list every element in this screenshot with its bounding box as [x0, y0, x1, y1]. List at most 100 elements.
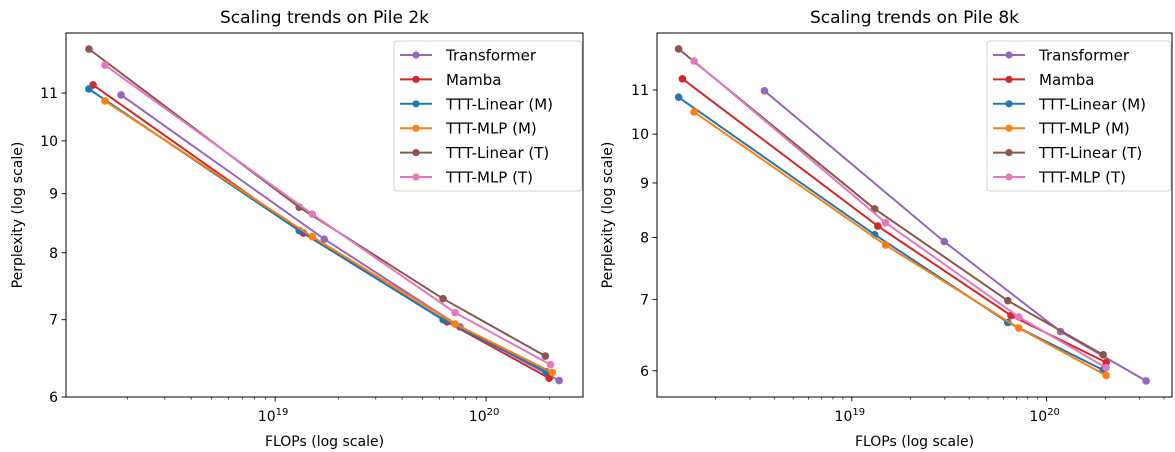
legend-box [393, 40, 583, 192]
data-point-ttt-mlp-m [548, 368, 557, 377]
y-tick-label: 9 [640, 176, 649, 192]
series-line-ttt-linear-m [677, 96, 1104, 371]
x-tick-label: 1019 [835, 407, 866, 425]
x-tick-label: 1019 [258, 407, 289, 425]
data-point-ttt-mlp-t [451, 308, 459, 317]
data-point-ttt-linear-t [85, 45, 93, 53]
y-tick-label: 9 [49, 187, 58, 203]
legend-swatch-marker [1005, 173, 1013, 181]
data-point-ttt-mlp-t [1102, 363, 1110, 372]
series-group [85, 45, 563, 385]
y-tick-label: 6 [640, 364, 649, 380]
y-tick-label: 10 [40, 134, 58, 150]
data-point-ttt-mlp-t [546, 360, 555, 369]
axes-frame [656, 32, 1173, 398]
legend-item-ttt-linear-m: TTT-Linear (M) [400, 95, 553, 113]
data-point-transformer [117, 91, 125, 99]
data-point-transformer [320, 235, 329, 243]
legend-item-ttt-mlp-t: TTT-MLP (T) [993, 169, 1126, 187]
data-point-ttt-mlp-t [101, 61, 109, 69]
y-axis-label: Perplexity (log scale) [600, 142, 616, 289]
x-tick-exponent: 19 [276, 407, 289, 418]
legend: Transformer Mamba TTT-Linear (M) TTT-MLP (M… [393, 40, 583, 192]
data-point-ttt-mlp-t [308, 210, 317, 218]
x-axis-label: FLOPs (log scale) [265, 434, 384, 450]
legend-label: TTT-MLP (M) [445, 120, 537, 138]
x-axis-label: FLOPs (log scale) [855, 434, 974, 450]
y-tick-label: 7 [49, 313, 58, 329]
data-point-ttt-linear-t [439, 294, 447, 303]
data-point-ttt-mlp-t [881, 218, 890, 227]
series-line-ttt-linear-t [677, 48, 1104, 356]
data-point-ttt-linear-m [85, 85, 93, 93]
legend-swatch-marker [412, 51, 420, 59]
legend-swatch-marker [1005, 124, 1013, 132]
legend-label: Mamba [1039, 71, 1094, 89]
series-line-ttt-mlp-t [693, 60, 1107, 369]
series-group [674, 45, 1150, 385]
y-tick-label: 11 [40, 86, 58, 102]
x-tick-exponent: 19 [852, 407, 865, 418]
legend-label: Transformer [1038, 47, 1130, 65]
series-line-ttt-mlp-m [693, 111, 1107, 377]
data-point-transformer [555, 376, 563, 385]
data-point-ttt-mlp-t [1014, 313, 1023, 321]
data-point-ttt-linear-t [1099, 351, 1107, 359]
chart-title: Scaling trends on Pile 8k [810, 8, 1019, 28]
data-point-mamba [545, 374, 553, 382]
data-point-ttt-mlp-m [1102, 371, 1110, 380]
data-point-mamba [874, 222, 882, 230]
data-point-mamba [678, 74, 687, 83]
y-tick-label: 6 [49, 390, 58, 406]
legend-item-ttt-mlp-m: TTT-MLP (M) [993, 120, 1130, 138]
data-point-ttt-mlp-t [690, 57, 698, 65]
legend-label: TTT-Linear (M) [1038, 95, 1146, 113]
legend-swatch-marker [412, 124, 420, 132]
legend-item-ttt-mlp-t: TTT-MLP (T) [400, 169, 533, 187]
legend-item-ttt-mlp-m: TTT-MLP (M) [400, 120, 537, 138]
legend-item-ttt-linear-m: TTT-Linear (M) [993, 95, 1146, 113]
legend-box [986, 40, 1172, 192]
data-point-ttt-linear-t [674, 45, 683, 53]
legend-swatch-marker [1005, 100, 1013, 108]
x-tick-label: 1020 [469, 407, 500, 425]
legend: Transformer Mamba TTT-Linear (M) TTT-MLP (M… [986, 40, 1172, 192]
data-point-ttt-mlp-m [308, 232, 317, 241]
y-axis-label: Perplexity (log scale) [10, 142, 26, 289]
data-point-ttt-mlp-m [881, 241, 890, 249]
legend-swatch-marker [412, 149, 420, 157]
data-point-ttt-mlp-m [451, 320, 459, 328]
y-tick-label: 7 [640, 292, 649, 308]
y-tick-label: 10 [631, 127, 649, 143]
data-point-ttt-linear-m [674, 93, 683, 102]
legend-item-transformer: Transformer [993, 47, 1130, 65]
y-tick-label: 8 [49, 246, 58, 262]
x-tick-exponent: 20 [487, 407, 500, 418]
legend-item-mamba: Mamba [993, 71, 1094, 89]
data-point-transformer [1142, 377, 1150, 385]
x-tick-exponent: 20 [1047, 407, 1060, 418]
x-tick-label: 1020 [1029, 407, 1060, 425]
legend-label: TTT-Linear (M) [445, 95, 553, 113]
legend-label: TTT-Linear (T) [445, 144, 549, 162]
data-point-ttt-mlp-m [1014, 324, 1023, 332]
data-point-transformer [940, 237, 949, 246]
legend-swatch-marker [412, 173, 420, 181]
legend-item-ttt-linear-t: TTT-Linear (T) [400, 144, 549, 162]
legend-item-ttt-linear-t: TTT-Linear (T) [993, 144, 1142, 162]
y-tick-label: 11 [631, 83, 649, 99]
y-tick-label: 8 [640, 231, 649, 247]
legend-item-mamba: Mamba [400, 71, 501, 89]
legend-label: TTT-Linear (T) [1038, 144, 1142, 162]
legend-swatch-marker [412, 100, 420, 108]
series-line-ttt-mlp-t [104, 64, 551, 366]
series-line-ttt-mlp-m [104, 100, 553, 374]
data-point-transformer [760, 87, 769, 95]
legend-item-transformer: Transformer [400, 47, 537, 65]
data-point-ttt-linear-t [1004, 296, 1012, 305]
axes-frame [65, 32, 584, 398]
legend-label: Mamba [446, 71, 501, 89]
